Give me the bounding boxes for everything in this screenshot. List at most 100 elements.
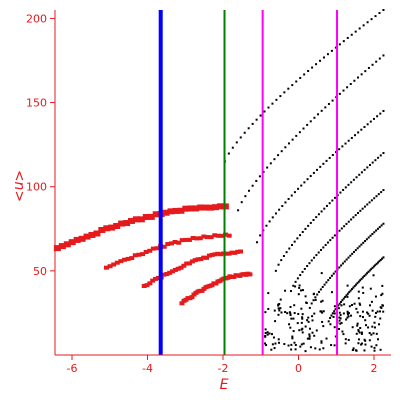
data-point [338,316,341,319]
data-point [305,301,308,304]
data-point [309,120,312,123]
data-point [350,136,353,139]
data-point [216,203,224,210]
data-point [378,57,381,60]
data-point [363,125,366,128]
data-point [299,345,302,348]
data-point [364,240,367,243]
data-point [334,270,337,273]
data-point [371,232,374,235]
data-point [343,260,346,263]
data-point [268,332,271,335]
data-point [285,251,288,254]
data-point [337,304,340,307]
data-point [319,288,322,291]
data-point [344,142,347,145]
data-point [301,313,304,316]
data-point [322,162,325,165]
data-point [321,286,324,289]
data-point [223,251,229,256]
data-point [376,310,379,313]
data-point [342,89,345,92]
data-point [288,323,291,326]
data-point [325,159,328,162]
data-point [198,257,204,262]
data-point [307,70,310,73]
data-point [358,27,361,30]
data-point [320,340,323,343]
data-point [170,269,176,274]
data-point [382,152,385,155]
data-point [367,66,370,69]
data-point [373,197,376,200]
data-point [152,211,160,218]
data-point [290,244,293,247]
data-point [237,249,243,254]
data-point [292,330,295,333]
data-point [93,230,101,237]
data-point [247,127,250,130]
data-point [357,280,360,283]
data-point [295,134,298,137]
data-point [142,213,150,220]
data-point [366,311,369,314]
data-point [247,272,253,277]
data-point [294,285,297,288]
data-point [108,224,116,231]
data-point [374,311,377,314]
data-point [289,290,292,293]
data-point [266,333,269,336]
data-point [375,195,378,198]
data-point [344,295,347,298]
data-point [311,319,314,322]
data-point [382,9,385,11]
data-point [320,272,323,275]
data-point [322,56,325,59]
data-point [338,148,341,151]
data-point [301,331,304,334]
data-point [301,230,304,233]
data-point [331,236,334,239]
data-point [352,178,355,181]
data-point [175,266,181,271]
data-point [377,156,380,159]
data-point [368,269,371,272]
data-point [372,274,375,277]
data-point [368,304,371,307]
data-point [195,257,201,262]
data-point [357,290,360,293]
data-point [371,161,374,164]
data-point [370,345,373,348]
data-point [197,204,205,211]
data-point [366,203,369,206]
data-point [177,207,185,214]
data-point [306,178,309,181]
data-point [370,300,373,303]
data-point [357,342,360,345]
data-point [342,40,345,43]
data-point [340,227,343,230]
data-point [375,332,378,335]
data-point [374,315,377,318]
data-point [333,312,336,315]
data-point [360,332,363,335]
data-point [353,134,356,137]
data-point [327,320,330,323]
data-point [103,225,111,232]
data-point [365,238,368,241]
data-point [187,261,193,266]
data-point [341,299,344,302]
data-point [316,293,319,296]
data-point [381,304,384,307]
data-point [302,127,305,130]
data-point [358,331,361,334]
data-point [380,191,383,194]
data-point [301,289,304,292]
data-point [373,231,376,234]
data-point [219,233,225,238]
data-point [318,290,321,293]
data-point [132,216,140,223]
data-point [304,325,307,328]
data-point [58,243,66,250]
data-point [325,337,328,340]
